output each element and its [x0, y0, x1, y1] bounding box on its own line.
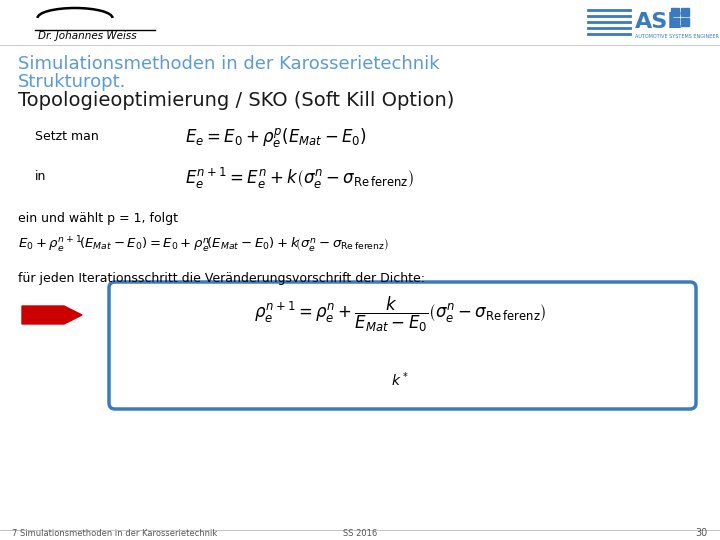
FancyBboxPatch shape [109, 282, 696, 409]
Bar [671, 18, 679, 26]
FancyArrow shape [22, 306, 82, 324]
Text: für jeden Iterationsschritt die Veränderungsvorschrift der Dichte:: für jeden Iterationsschritt die Veränder… [18, 272, 425, 285]
Text: $E_e = E_0 + \rho_e^p\left(E_{Mat} - E_0\right)$: $E_e = E_0 + \rho_e^p\left(E_{Mat} - E_0… [185, 126, 366, 149]
Text: $k^*$: $k^*$ [391, 370, 409, 389]
Text: in: in [35, 170, 46, 183]
Text: ein und wählt p = 1, folgt: ein und wählt p = 1, folgt [18, 212, 178, 225]
Text: ASE: ASE [635, 12, 683, 32]
Text: SS 2016: SS 2016 [343, 529, 377, 537]
Text: AUTOMOTIVE SYSTEMS ENGINEER: AUTOMOTIVE SYSTEMS ENGINEER [635, 33, 719, 38]
Bar [671, 8, 679, 16]
Text: Dr. Johannes Weiss: Dr. Johannes Weiss [38, 31, 137, 41]
Text: Simulationsmethoden in der Karosserietechnik: Simulationsmethoden in der Karosserietec… [18, 55, 440, 73]
Text: Strukturopt.: Strukturopt. [18, 73, 127, 91]
Text: $\rho_e^{n+1} = \rho_e^n + \dfrac{k}{E_{Mat} - E_0}\left(\sigma_e^n - \sigma_{\m: $\rho_e^{n+1} = \rho_e^n + \dfrac{k}{E_{… [253, 295, 546, 334]
Text: 7 Simulationsmethoden in der Karosserietechnik: 7 Simulationsmethoden in der Karosseriet… [12, 529, 217, 537]
Text: 30: 30 [696, 528, 708, 538]
Text: $E_e^{n+1} = E_e^n + k\left(\sigma_e^n - \sigma_{\mathrm{Re\,ferenz}}\right)$: $E_e^{n+1} = E_e^n + k\left(\sigma_e^n -… [185, 166, 414, 191]
Text: Topologieoptimierung / SKO (Soft Kill Option): Topologieoptimierung / SKO (Soft Kill Op… [18, 91, 454, 110]
Bar [681, 18, 689, 26]
Text: $E_0 + \rho_e^{n+1}\!\left(E_{Mat}-E_0\right)= E_0 + \rho_e^n\!\left(E_{Mat}-E_0: $E_0 + \rho_e^{n+1}\!\left(E_{Mat}-E_0\r… [18, 235, 389, 255]
Text: Setzt man: Setzt man [35, 130, 99, 143]
Bar [681, 8, 689, 16]
